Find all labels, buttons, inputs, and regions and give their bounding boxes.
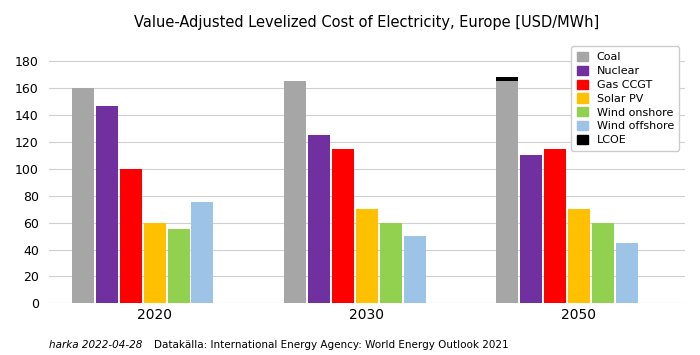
Bar bbox=[616, 243, 638, 304]
Bar bbox=[167, 229, 190, 304]
Bar bbox=[144, 223, 166, 304]
Text: Datakälla: International Energy Agency: World Energy Outlook 2021: Datakälla: International Energy Agency: … bbox=[154, 340, 509, 350]
Bar bbox=[72, 88, 94, 304]
Bar bbox=[284, 115, 306, 304]
Text: harka 2022-04-28: harka 2022-04-28 bbox=[49, 340, 142, 350]
Legend: Coal, Nuclear, Gas CCGT, Solar PV, Wind onshore, Wind offshore, LCOE: Coal, Nuclear, Gas CCGT, Solar PV, Wind … bbox=[571, 47, 680, 151]
Bar bbox=[96, 105, 118, 304]
Bar bbox=[308, 135, 330, 304]
Bar bbox=[356, 209, 378, 304]
Bar bbox=[496, 81, 518, 304]
Bar bbox=[496, 81, 518, 304]
Bar bbox=[72, 157, 94, 304]
Bar bbox=[496, 77, 518, 304]
Bar bbox=[520, 155, 542, 304]
Bar bbox=[72, 88, 94, 304]
Bar bbox=[568, 209, 590, 304]
Bar bbox=[592, 223, 614, 304]
Title: Value-Adjusted Levelized Cost of Electricity, Europe [USD/MWh]: Value-Adjusted Levelized Cost of Electri… bbox=[134, 15, 599, 30]
Bar bbox=[191, 202, 214, 304]
Bar bbox=[332, 149, 354, 304]
Bar bbox=[284, 81, 306, 304]
Bar bbox=[284, 81, 306, 304]
Bar bbox=[379, 223, 402, 304]
Bar bbox=[544, 149, 566, 304]
Bar bbox=[120, 169, 142, 304]
Bar bbox=[404, 236, 426, 304]
